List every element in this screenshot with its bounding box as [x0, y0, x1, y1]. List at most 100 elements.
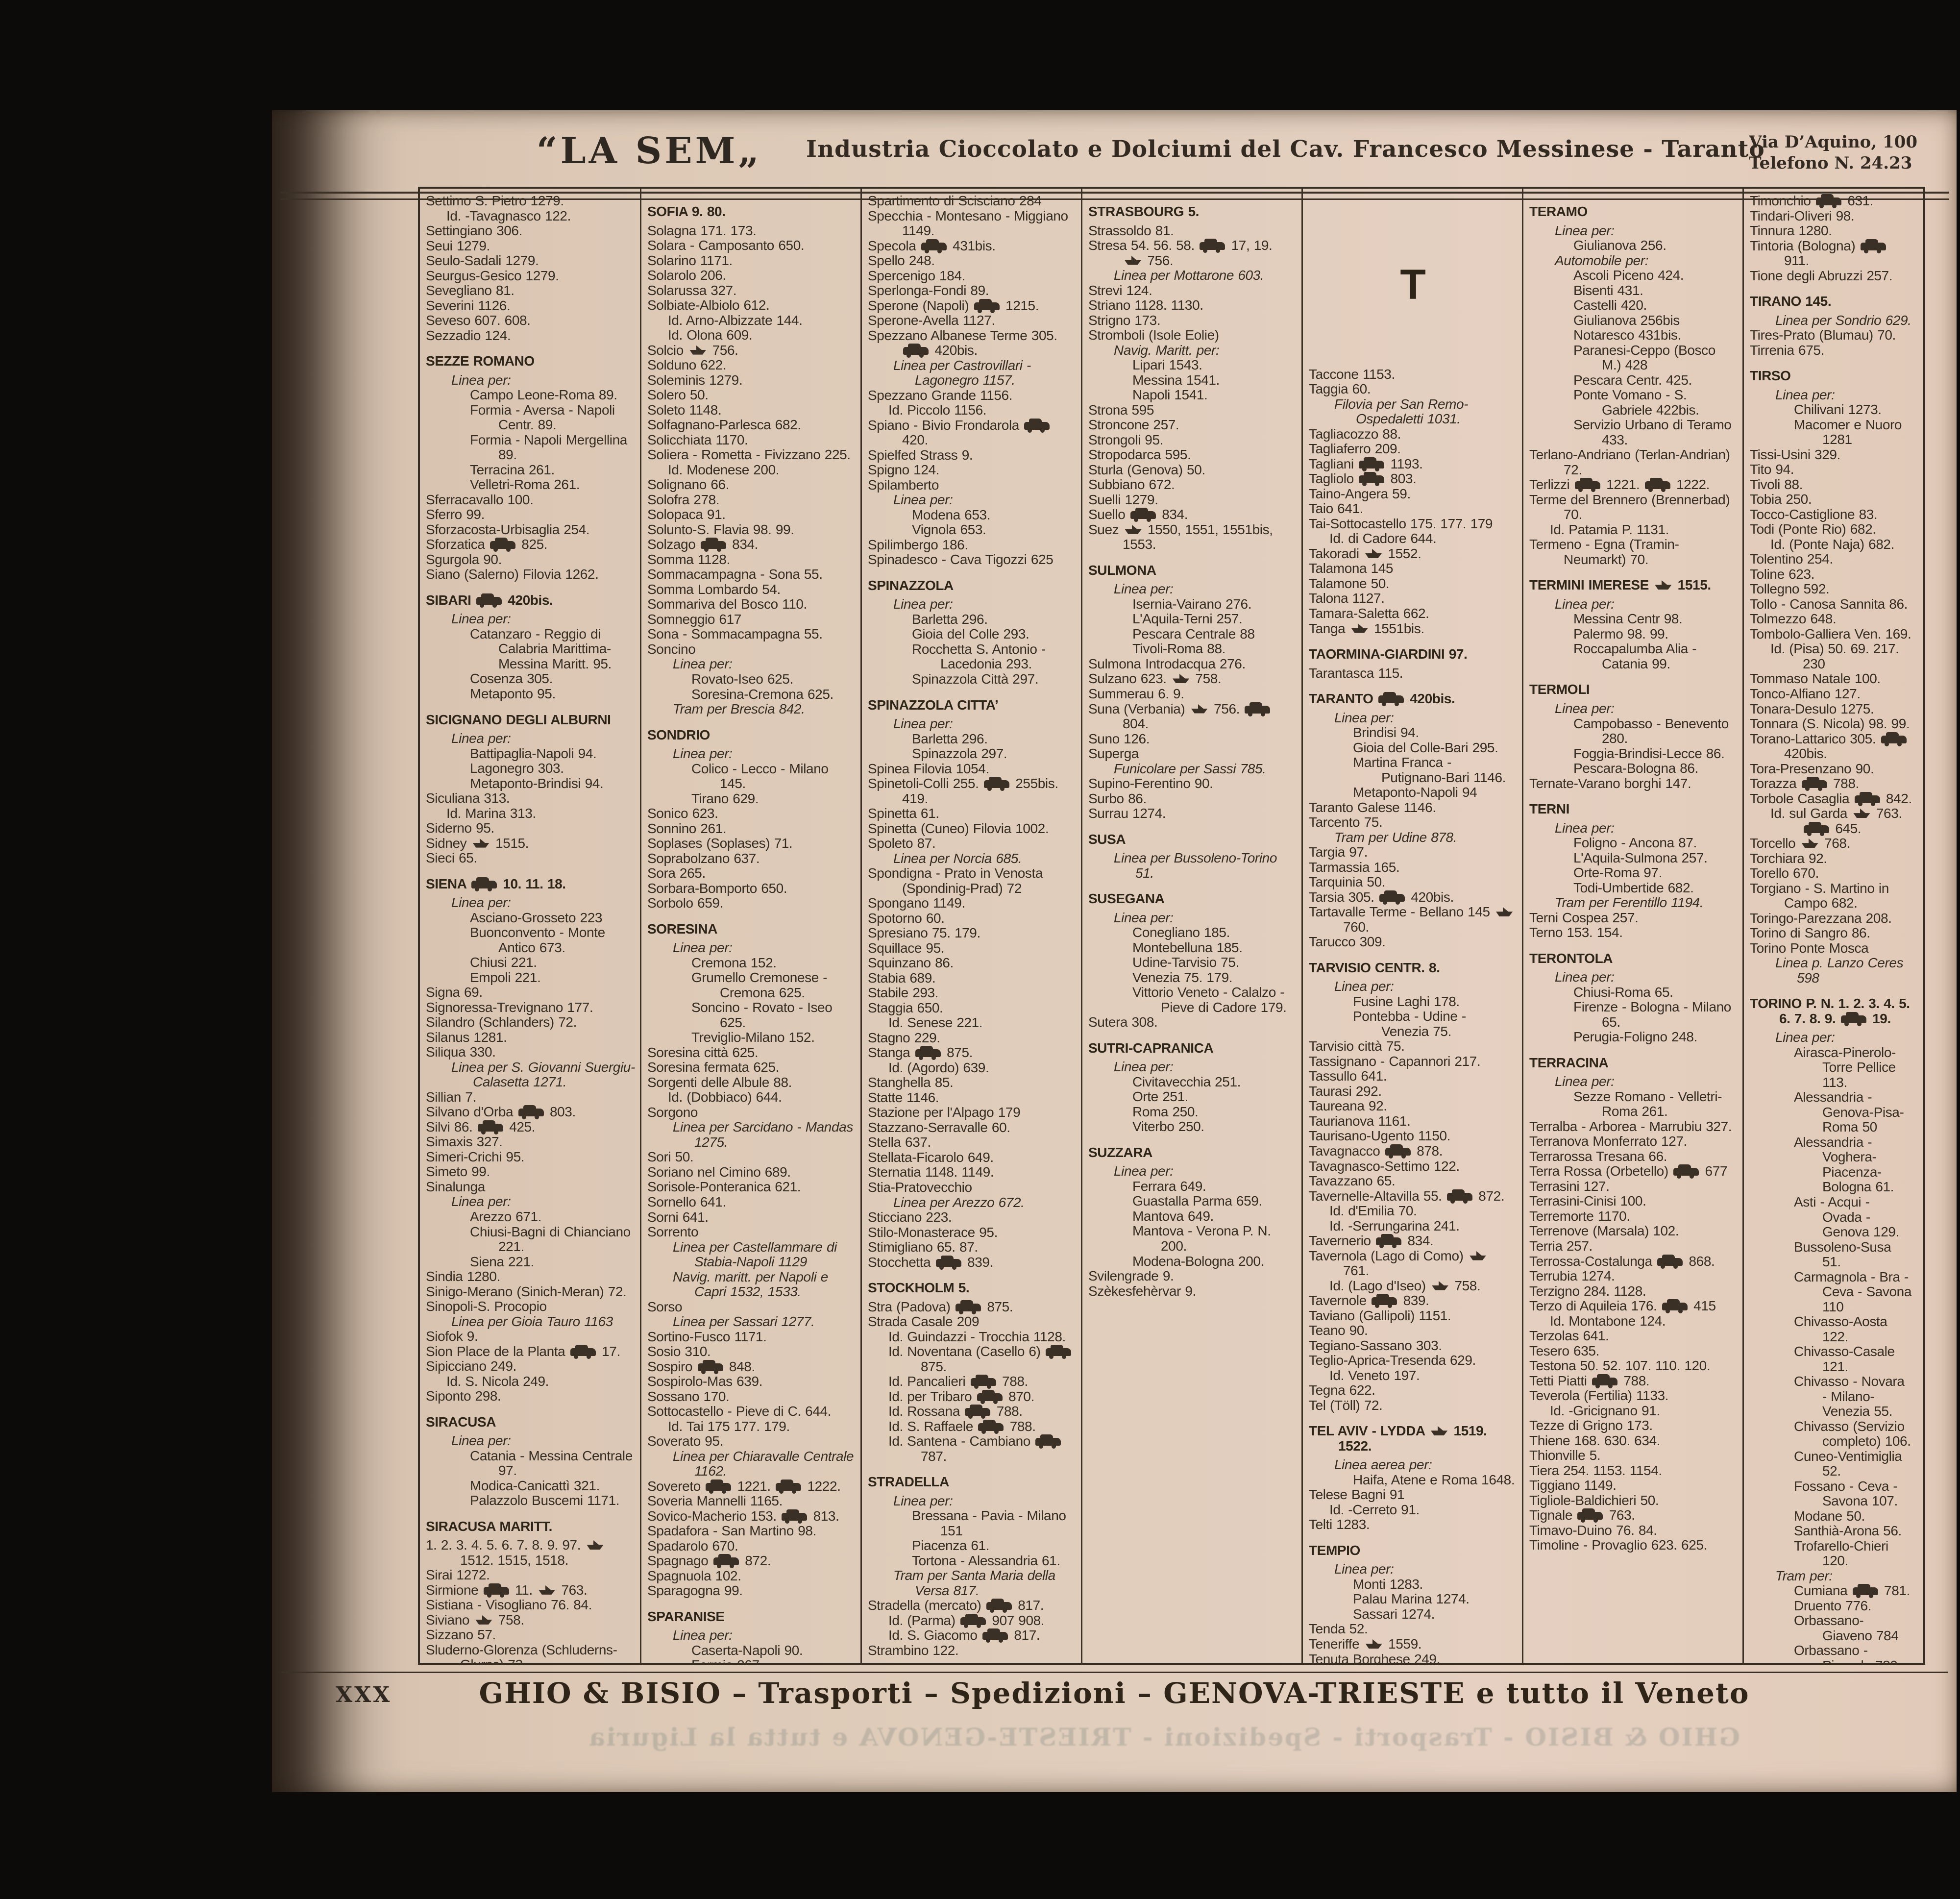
navigation-icon	[1173, 674, 1189, 683]
id-entry-line: Id. Pancalieri 788.	[888, 1374, 1028, 1389]
entry-line: Sorgono	[647, 1104, 698, 1120]
entry-line: Tito 94.	[1750, 462, 1794, 477]
entry-line: Tissi-Usini 329.	[1750, 446, 1840, 462]
entry-line: Siano (Salerno) Filovia 1262.	[426, 567, 599, 582]
entry-line: Svilengrade 9.	[1088, 1268, 1174, 1284]
service-label-line: Linea per Sarcidano - Mandas 1275.	[673, 1119, 853, 1150]
entry-line: Sparagogna 99.	[647, 1583, 743, 1599]
route-line: Spinazzola Città 297.	[912, 671, 1039, 687]
entry-line: Spello 248.	[868, 253, 935, 269]
entry-line: Solara - Camposanto 650.	[647, 238, 805, 253]
route-line: Mantova 649.	[1132, 1208, 1214, 1224]
service-label-line: Linea per:	[1775, 387, 1835, 402]
route-line: Brindisi 94.	[1353, 725, 1419, 740]
entry-line: Taccone 1153.	[1309, 366, 1395, 382]
service-label-line: Linea per:	[451, 372, 511, 388]
motor-coach-icon	[1577, 1508, 1603, 1523]
id-entry-line: Id. Tai 175 177. 179.	[668, 1418, 790, 1434]
id-entry-line: Id. S. Nicola 249.	[446, 1373, 549, 1389]
entry-line: Tarucco 309.	[1309, 934, 1386, 950]
motor-coach-icon	[476, 593, 502, 608]
entry-line: Statte 1146.	[868, 1089, 939, 1105]
entry-line: Tocco-Castiglione 83.	[1750, 506, 1878, 522]
route-line: Roccapalumba Alia - Catania 99.	[1573, 641, 1697, 671]
entry-line: Tesero 635.	[1529, 1343, 1599, 1358]
entry-line: Tirrenia 675.	[1750, 342, 1824, 358]
entry-line: Tindari-Oliveri 98.	[1750, 208, 1855, 223]
service-label-line: Tram per Udine 878.	[1334, 829, 1457, 845]
entry-line: Staggia 650.	[868, 1000, 943, 1015]
section-header: SPINAZZOLA CITTA’	[868, 697, 999, 713]
route-line: Piacenza 61.	[912, 1538, 990, 1554]
motor-coach-icon	[1045, 1345, 1071, 1359]
entry-line: Sonnino 261.	[647, 820, 727, 836]
entry-line: Terme del Brennero (Brennerbad) 70.	[1529, 492, 1730, 522]
navigation-icon	[1432, 1281, 1448, 1290]
route-line: Campobasso - Benevento 280.	[1573, 715, 1729, 746]
entry-line: Tonnara (S. Nicola) 98. 99.	[1750, 716, 1910, 732]
entry-line: Tavernerio 834.	[1309, 1233, 1434, 1249]
motor-coach-icon	[697, 1359, 723, 1374]
route-line: Bressana - Pavia - Milano 151	[912, 1508, 1066, 1538]
entry-line: Stella 637.	[868, 1134, 931, 1150]
route-line: Modane 50.	[1794, 1508, 1865, 1524]
entry-line: Spotorno 60.	[868, 910, 945, 926]
entry-line: Tavernelle-Altavilla 55. 872.	[1309, 1188, 1505, 1204]
entry-line: Suelli 1279.	[1088, 492, 1158, 507]
footer-banner: GHIO & BISIO – Trasporti – Spedizioni – …	[479, 1677, 1750, 1710]
id-entry-line: Id. Patamia P. 1131.	[1550, 521, 1669, 537]
motor-coach-icon	[1379, 890, 1405, 905]
section-header: SICIGNANO DEGLI ALBURNI	[426, 712, 611, 727]
section-header: TERNI	[1529, 801, 1570, 817]
route-line: L'Aquila-Terni 257.	[1132, 611, 1243, 627]
entry-line: Suez 1550, 1551, 1551bis, 1553.	[1088, 521, 1273, 552]
entry-line: Solagna 171. 173.	[647, 222, 757, 238]
entry-line: Soresina città 625.	[647, 1044, 759, 1060]
route-line: Ascoli Piceno 424.	[1573, 268, 1684, 283]
section-header: SOFIA 9. 80.	[647, 204, 726, 219]
entry-line: Stazzano-Serravalle 60.	[868, 1119, 1010, 1135]
directory-column-7: Timonchio 631. Tindari-Oliveri 98. Tinnura…	[1744, 189, 1917, 1663]
entry-line: Terno 153. 154.	[1529, 925, 1623, 940]
entry-line: Tenuta Borghese 249.	[1309, 1651, 1440, 1663]
entry-line: Terralba - Arborea - Marrubiu 327.	[1529, 1118, 1732, 1134]
entry-line: Sossano 170.	[647, 1388, 730, 1404]
entry-line: Terzigno 284. 1128.	[1529, 1283, 1646, 1299]
entry-line: Torello 670.	[1750, 865, 1819, 881]
entry-line: Solignano 66.	[647, 477, 730, 493]
section-header: TEL AVIV - LYDDA 1519. 1522.	[1309, 1423, 1487, 1454]
service-label-line: Tram per:	[1775, 1568, 1833, 1583]
motor-coach-icon	[1860, 239, 1886, 253]
entry-line: Siviano 758.	[426, 1612, 524, 1628]
entry-line: Tamara-Saletta 662.	[1309, 605, 1429, 621]
directory-column-5: T Taccone 1153. Taggia 60. Filovia per San …	[1303, 189, 1523, 1663]
section-header: SULMONA	[1088, 562, 1156, 578]
route-line: Buonconvento - Monte Antico 673.	[470, 925, 605, 955]
entry-line: Strambino 122.	[868, 1642, 959, 1658]
entry-line: Tombolo-Galliera Ven. 169.	[1750, 626, 1911, 641]
entry-line: Torbole Casaglia 842.	[1750, 790, 1912, 806]
section-header: STOCKHOLM 5.	[868, 1280, 970, 1296]
entry-line: Sforzacosta-Urbisaglia 254.	[426, 521, 590, 537]
entry-line: Sirmione 11. 763.	[426, 1582, 588, 1598]
entry-line: Stabile 293.	[868, 985, 939, 1001]
entry-line: Tobia 250.	[1750, 492, 1812, 507]
route-line: Todi-Umbertide 682.	[1573, 880, 1694, 895]
entry-line: Sutera 308.	[1088, 1014, 1158, 1030]
entry-line: Spiano - Bivio Frondarola 420.	[868, 418, 1076, 448]
entry-line: Soverato 95.	[647, 1433, 723, 1449]
section-header: SIRACUSA	[426, 1414, 496, 1430]
entry-line: Tagliaferro 209.	[1309, 441, 1401, 457]
section-header: SPARANISE	[647, 1608, 725, 1624]
section-header: TIRSO	[1750, 368, 1791, 384]
entry-line: Stropodarca 595.	[1088, 447, 1191, 463]
service-label-line: Linea per Castellammare di Stabia-Napoli…	[673, 1239, 837, 1270]
id-entry-line: Id. S. Raffaele 788.	[888, 1418, 1036, 1434]
entry-line: Spresiano 75. 179.	[868, 925, 980, 941]
service-label-line: Linea per:	[673, 940, 733, 956]
route-line: Santhià-Arona 56.	[1794, 1523, 1902, 1539]
section-header: SUSA	[1088, 831, 1126, 847]
id-entry-line: Id. Rossana 788.	[888, 1404, 1023, 1419]
service-label-line: Filovia per San Remo-Ospedaletti 1031.	[1334, 396, 1469, 427]
entry-line: Spilimbergo 186.	[868, 537, 968, 552]
